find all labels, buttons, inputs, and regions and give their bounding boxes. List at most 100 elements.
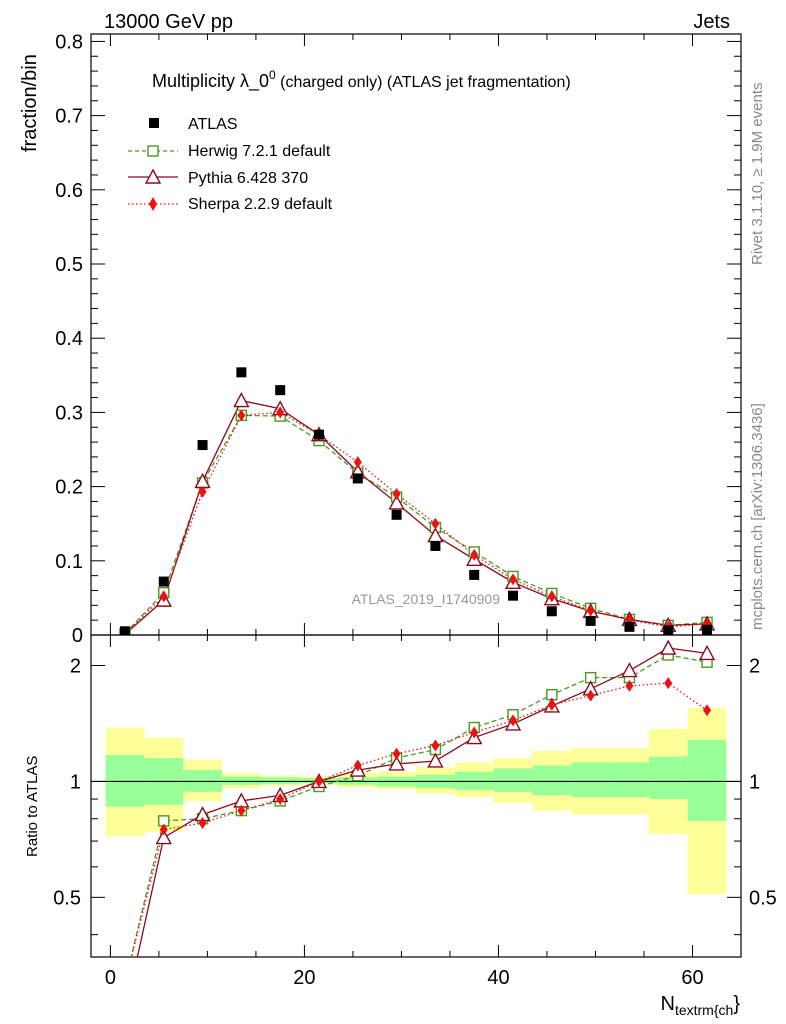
ratio-point-sherpa	[470, 726, 479, 739]
ratio-bands	[105, 708, 727, 895]
series-point-sherpa	[237, 409, 246, 422]
x-tick-label: 0	[105, 967, 116, 989]
data-point-atlas	[585, 615, 596, 626]
ratio-y-tick-label-right: 1	[749, 771, 760, 793]
series-point-sherpa	[547, 590, 556, 603]
main-plot-series	[119, 367, 716, 635]
ratio-y-tick-label-right: 0.5	[749, 887, 777, 909]
rivet-version-label: Rivet 3.1.10, ≥ 1.9M events	[749, 83, 766, 266]
data-point-atlas	[352, 473, 363, 484]
legend-label-sherpa: Sherpa 2.2.9 default	[188, 196, 333, 213]
legend-marker-herwig	[147, 145, 159, 157]
ratio-point-pythia	[427, 752, 444, 768]
legend-marker-atlas	[149, 118, 159, 128]
plot-title: Multiplicity λ_00 (charged only) (ATLAS …	[152, 68, 571, 92]
x-tick-label: 40	[487, 967, 509, 989]
series-point-sherpa	[431, 517, 440, 530]
ratio-point-sherpa	[159, 823, 168, 836]
ratio-point-sherpa	[198, 816, 207, 829]
data-point-atlas	[158, 576, 169, 587]
series-point-sherpa	[586, 604, 595, 617]
series-point-sherpa	[470, 548, 479, 561]
series-point-sherpa	[509, 573, 518, 586]
ratio-point-sherpa	[586, 689, 595, 702]
band-green-bin	[610, 762, 649, 798]
ratio-point-sherpa	[431, 739, 440, 752]
data-point-atlas	[663, 625, 674, 635]
series-point-sherpa	[353, 456, 362, 469]
ratio-point-pythia	[698, 644, 716, 661]
x-tick-label: 60	[681, 967, 703, 989]
ratio-y-tick-label: 2	[70, 655, 81, 677]
ratio-point-sherpa	[237, 804, 246, 817]
header-right-label: Jets	[693, 11, 730, 33]
legend-label-atlas: ATLAS	[188, 116, 238, 133]
y-axis-label-ratio: Ratio to ATLAS	[24, 756, 41, 857]
ratio-point-pythia	[621, 662, 638, 678]
main-plot-panel: 0 0.1 0.2 0.3 0.4 0.5 0.6 0.7 0.8	[55, 31, 742, 647]
band-green-bin	[571, 762, 611, 798]
y-axis-label-top: fraction/bin	[19, 54, 41, 152]
ratio-plot-frame	[90, 634, 742, 958]
legend-label-herwig: Herwig 7.2.1 default	[188, 143, 331, 160]
ratio-point-sherpa	[276, 793, 285, 806]
ratio-line-pythia	[136, 647, 708, 957]
series-point-sherpa	[392, 488, 401, 501]
x-axis-label: Ntextrm{ch}	[661, 993, 741, 1018]
data-point-atlas	[508, 590, 519, 601]
band-green-bin	[221, 776, 261, 785]
legend-marker-pythia	[144, 168, 162, 184]
band-green-bin	[648, 756, 688, 800]
ratio-y-tick-label-right: 2	[749, 655, 760, 677]
series-point-sherpa	[198, 485, 207, 498]
series-point-sherpa	[276, 406, 285, 419]
mcplots-label: mcplots.cern.ch [arXiv:1306.3436]	[749, 403, 766, 630]
legend-marker-sherpa	[149, 197, 157, 211]
ratio-point-pythia	[388, 755, 405, 771]
ratio-point-sherpa	[314, 775, 323, 788]
y-tick-label: 0.8	[55, 31, 83, 53]
ratio-point-sherpa	[703, 704, 712, 717]
x-tick-label: 20	[293, 967, 315, 989]
legend-label-pythia: Pythia 6.428 370	[188, 170, 308, 187]
y-tick-label: 0.2	[55, 477, 83, 499]
y-tick-label: 0.4	[55, 328, 83, 350]
y-tick-label: 0.7	[55, 106, 83, 128]
data-point-atlas	[546, 606, 557, 617]
ratio-plot-panel: 0 20 40 60 0.5 0.5 1 1 2 2	[53, 634, 777, 989]
ratio-point-sherpa	[509, 714, 518, 727]
ratio-point-sherpa	[392, 747, 401, 760]
data-point-atlas	[469, 569, 480, 580]
y-tick-label: 0.6	[55, 180, 83, 202]
ratio-point-sherpa	[664, 677, 673, 690]
data-point-atlas	[197, 440, 208, 451]
data-point-atlas	[313, 429, 324, 440]
legend: ATLAS Herwig 7.2.1 default Pythia 6.428 …	[128, 116, 333, 213]
header-left-label: 13000 GeV pp	[104, 11, 233, 33]
data-point-atlas	[702, 624, 713, 635]
series-line-herwig	[124, 414, 708, 634]
band-green-bin	[532, 765, 572, 796]
y-tick-label: 0.1	[55, 551, 83, 573]
data-point-atlas	[119, 626, 130, 635]
band-green-bin	[260, 777, 300, 784]
ratio-line-herwig	[130, 654, 708, 957]
ratio-point-sherpa	[353, 759, 362, 772]
ratio-plot-series	[130, 639, 716, 957]
band-green-bin	[493, 768, 533, 792]
series-line-sherpa	[124, 411, 708, 634]
series-point-pythia	[388, 494, 405, 510]
ratio-point-sherpa	[625, 679, 634, 692]
ratio-y-tick-label: 0.5	[53, 887, 81, 909]
ratio-line-sherpa	[130, 682, 708, 957]
data-point-atlas	[391, 509, 402, 520]
data-point-atlas	[430, 540, 441, 551]
analysis-watermark: ATLAS_2019_I1740909	[352, 591, 501, 607]
series-point-sherpa	[159, 590, 168, 603]
ratio-point-pythia	[155, 829, 172, 845]
data-point-atlas	[236, 367, 247, 378]
ratio-point-pythia	[660, 639, 677, 655]
ratio-y-tick-label: 1	[70, 771, 81, 793]
ratio-point-sherpa	[547, 698, 556, 711]
